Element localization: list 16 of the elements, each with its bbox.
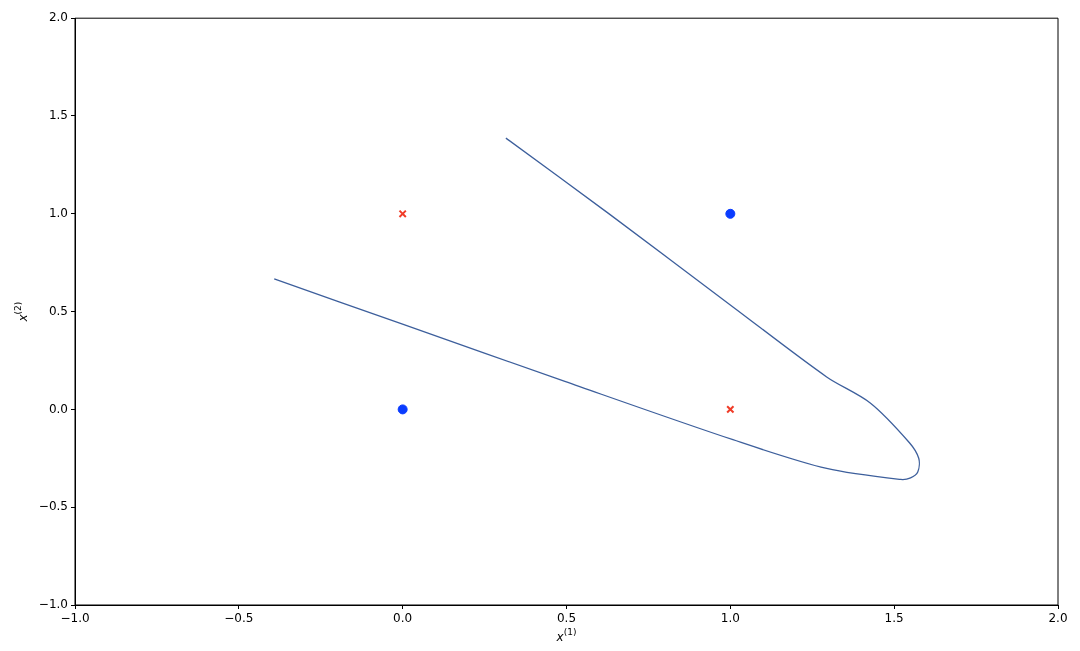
x-tick-label: −0.5 xyxy=(224,611,254,626)
y-tick-label: 0.0 xyxy=(48,401,68,416)
line-series xyxy=(273,137,920,481)
x-tick-label: −1.0 xyxy=(60,611,90,626)
y-tick-label: 2.0 xyxy=(48,10,68,25)
y-tick-label: −1.0 xyxy=(38,597,68,612)
x-tick-label: 2.0 xyxy=(1048,611,1068,626)
x-tick-label: 1.0 xyxy=(720,611,740,626)
y-tick-label: 1.0 xyxy=(48,205,68,220)
y-axis-title: x(2) xyxy=(13,301,31,323)
x-tick-label: 0.0 xyxy=(393,611,413,626)
y-tick-label: 1.5 xyxy=(48,108,68,123)
x-tick-label: 1.5 xyxy=(884,611,904,626)
y-tick-label: 0.5 xyxy=(48,303,68,318)
y-tick-label: −0.5 xyxy=(38,499,68,514)
x-tick-label: 0.5 xyxy=(556,611,577,626)
